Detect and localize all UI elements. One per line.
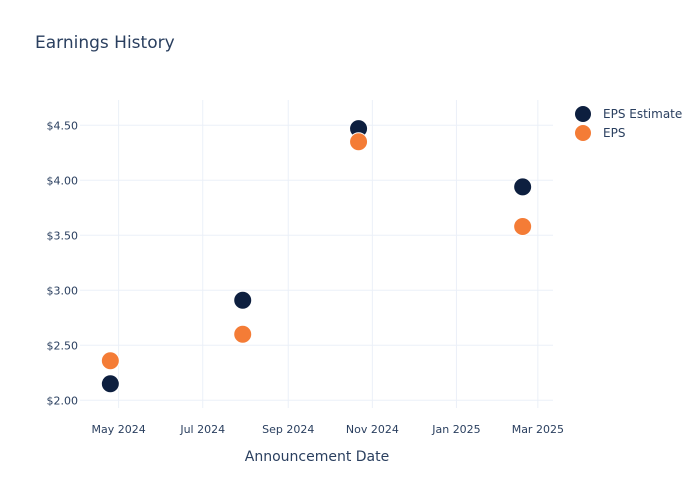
y-tick-label: $4.00 (47, 174, 79, 187)
y-axis-ticks: $2.00 $2.50 $3.00 $3.50 $4.00 $4.50 (47, 119, 79, 407)
markers (100, 119, 533, 394)
legend-marker (575, 125, 591, 141)
legend-item[interactable]: EPS Estimate (575, 106, 682, 122)
y-tick-label: $4.50 (47, 119, 79, 132)
data-point[interactable] (513, 217, 533, 236)
grid (80, 100, 553, 408)
x-tick-label: Jan 2025 (431, 423, 480, 436)
legend-marker (575, 106, 591, 122)
y-tick-label: $2.50 (47, 339, 79, 352)
data-point[interactable] (349, 132, 369, 152)
x-tick-label: Nov 2024 (346, 423, 399, 436)
x-tick-label: Jul 2024 (179, 423, 225, 436)
legend-label: EPS (603, 126, 625, 140)
y-tick-label: $3.00 (47, 284, 79, 297)
legend-label: EPS Estimate (603, 107, 682, 121)
x-axis-ticks: May 2024 Jul 2024 Sep 2024 Nov 2024 Jan 2025… (91, 423, 563, 436)
x-tick-label: Mar 2025 (512, 423, 564, 436)
y-tick-label: $2.00 (47, 394, 79, 407)
legend[interactable]: EPS Estimate EPS (575, 106, 682, 141)
x-tick-label: May 2024 (91, 423, 145, 436)
x-tick-label: Sep 2024 (262, 423, 314, 436)
data-point[interactable] (513, 177, 533, 197)
y-tick-label: $3.50 (47, 229, 79, 242)
data-point[interactable] (233, 324, 253, 344)
series-eps (100, 132, 533, 371)
chart-title: Earnings History (35, 33, 175, 53)
data-point[interactable] (100, 374, 120, 394)
legend-item[interactable]: EPS (575, 125, 625, 141)
series-eps-estimate (100, 119, 533, 394)
data-point[interactable] (233, 290, 253, 310)
x-axis-title: Announcement Date (245, 449, 389, 465)
data-point[interactable] (100, 351, 120, 371)
